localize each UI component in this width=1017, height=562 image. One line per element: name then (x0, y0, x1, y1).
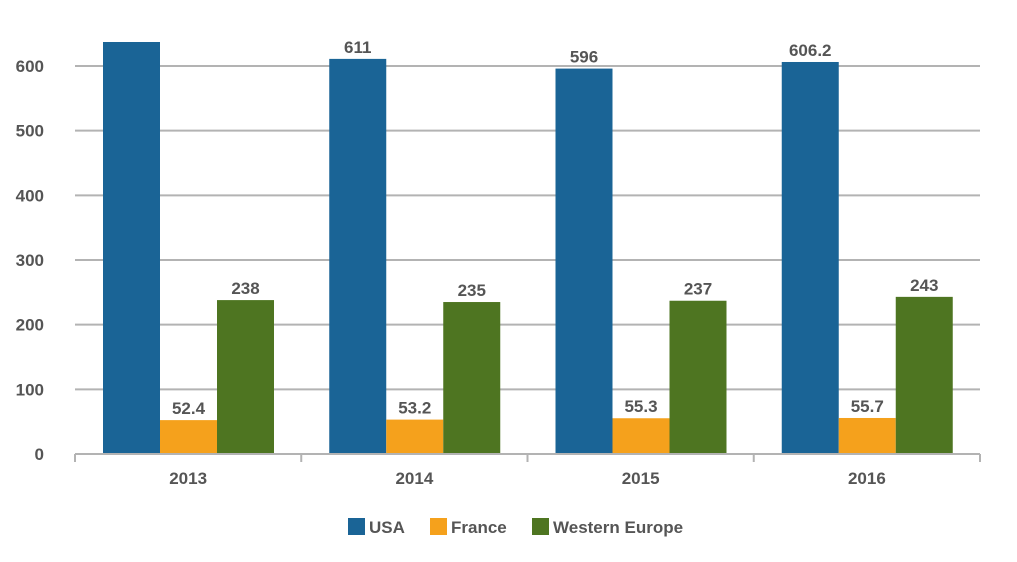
data-label: 596 (570, 48, 598, 67)
bar-western-europe (217, 300, 274, 454)
bar-western-europe (443, 302, 501, 454)
data-labels: 52.4 238 611 53.2 235 596 55.3 237 606.2 55.7 243 (172, 38, 938, 418)
legend-swatch (430, 518, 447, 535)
bar-usa (781, 61, 839, 455)
y-tick-label: 200 (16, 316, 44, 335)
legend-swatch (348, 518, 365, 535)
x-tick-label: 2016 (848, 469, 886, 488)
data-label: 237 (684, 280, 712, 299)
bars (103, 42, 953, 455)
y-tick-label: 500 (16, 122, 44, 141)
x-tick-label: 2013 (169, 469, 207, 488)
data-label: 55.7 (851, 397, 884, 416)
bar-usa (555, 68, 613, 454)
legend: USA France Western Europe (348, 518, 683, 537)
bar-france (386, 419, 444, 454)
y-tick-label: 400 (16, 186, 44, 205)
bar-france (160, 420, 217, 454)
data-label: 238 (231, 279, 259, 298)
bar-western-europe (669, 300, 727, 454)
legend-label: France (451, 518, 507, 537)
data-label: 52.4 (172, 399, 206, 418)
x-axis-ticks: 2013 2014 2015 2016 (169, 469, 886, 488)
data-label: 235 (458, 281, 486, 300)
y-tick-label: 0 (35, 445, 44, 464)
bar-western-europe (895, 296, 953, 454)
data-label: 243 (910, 276, 938, 295)
legend-label: Western Europe (553, 518, 683, 537)
bar-france (612, 418, 670, 454)
y-tick-label: 600 (16, 57, 44, 76)
x-axis (74, 453, 981, 462)
data-label: 606.2 (789, 41, 832, 60)
data-label: 53.2 (398, 399, 431, 418)
x-tick-label: 2014 (395, 469, 433, 488)
legend-swatch (532, 518, 549, 535)
bar-france (838, 417, 896, 454)
data-label: 611 (344, 38, 371, 57)
bar-usa (329, 58, 387, 455)
y-tick-label: 100 (16, 380, 44, 399)
bar-usa (103, 42, 160, 454)
data-label: 55.3 (624, 397, 657, 416)
y-axis-ticks: 0 100 200 300 400 500 600 (16, 57, 44, 464)
legend-label: USA (369, 518, 405, 537)
gridlines (75, 65, 980, 391)
y-tick-label: 300 (16, 251, 44, 270)
x-tick-label: 2015 (622, 469, 660, 488)
